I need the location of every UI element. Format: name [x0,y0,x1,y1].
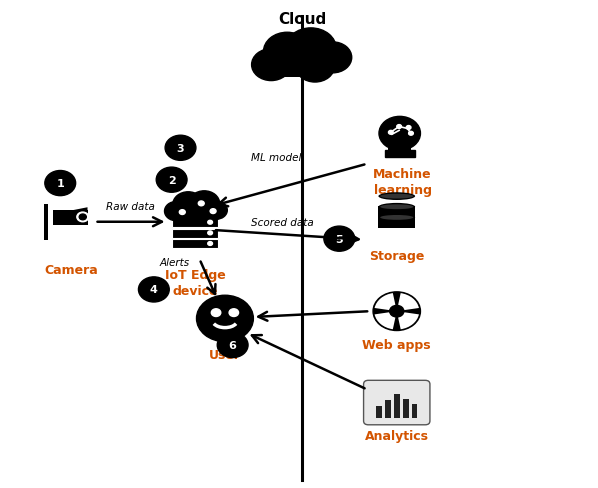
Text: Web apps: Web apps [362,338,431,351]
Circle shape [252,50,291,81]
FancyBboxPatch shape [172,229,218,238]
Ellipse shape [379,214,415,222]
Bar [394,394,399,418]
Text: Analytics: Analytics [365,429,429,442]
Text: Storage: Storage [369,250,425,263]
Circle shape [175,205,199,224]
Circle shape [314,43,352,74]
Bar [44,204,48,241]
Text: 3: 3 [176,143,184,153]
Circle shape [217,333,248,358]
Text: 1: 1 [56,179,64,189]
Text: User: User [209,349,241,362]
Circle shape [406,126,411,130]
Circle shape [190,205,213,224]
Circle shape [324,226,355,252]
Circle shape [396,125,401,129]
Text: Cloud: Cloud [278,12,326,27]
Text: Raw data: Raw data [106,201,155,211]
Ellipse shape [380,205,413,210]
Text: Camera: Camera [44,264,98,276]
Circle shape [77,213,89,223]
Circle shape [208,242,212,246]
Circle shape [373,292,420,331]
Bar [379,218,415,228]
Polygon shape [68,208,87,220]
Circle shape [79,215,86,221]
Wedge shape [396,311,419,329]
Bar [176,210,216,221]
Circle shape [208,231,212,235]
FancyBboxPatch shape [364,381,430,425]
Text: IoT Edge
device: IoT Edge device [165,268,225,297]
Circle shape [205,202,227,220]
Circle shape [164,202,188,222]
Circle shape [173,192,203,218]
Text: 4: 4 [150,285,158,295]
FancyBboxPatch shape [172,240,218,249]
Text: 5: 5 [335,234,343,244]
Circle shape [156,168,187,193]
Ellipse shape [380,216,413,221]
Bar [389,148,411,157]
FancyBboxPatch shape [53,210,88,225]
Bar [379,207,415,218]
Circle shape [197,296,254,342]
Circle shape [389,131,393,135]
Circle shape [45,171,76,196]
Wedge shape [396,293,419,311]
Circle shape [379,117,420,151]
Wedge shape [374,293,396,311]
Circle shape [210,209,216,214]
Bar [262,62,330,78]
Wedge shape [374,311,396,329]
Circle shape [179,210,185,215]
Circle shape [264,33,311,72]
Circle shape [165,136,196,161]
Text: ML model: ML model [251,153,301,163]
Circle shape [285,29,336,70]
Circle shape [199,202,204,206]
Text: 2: 2 [168,175,175,185]
Circle shape [229,309,239,317]
Bar [376,406,382,418]
Circle shape [139,277,169,303]
Circle shape [208,221,212,224]
Circle shape [211,309,221,317]
Text: Scored data: Scored data [251,218,314,227]
Text: Alerts: Alerts [160,257,190,267]
FancyBboxPatch shape [385,150,414,158]
Bar [402,399,408,418]
Text: 6: 6 [228,340,237,350]
Ellipse shape [379,203,415,211]
Circle shape [189,191,219,217]
Ellipse shape [379,193,415,201]
Bar [411,404,417,418]
Text: Machine
learning: Machine learning [373,168,432,197]
Bar [385,400,391,418]
FancyBboxPatch shape [172,219,218,227]
Ellipse shape [380,194,413,199]
Circle shape [408,132,413,136]
Circle shape [390,306,404,317]
Circle shape [295,51,334,83]
